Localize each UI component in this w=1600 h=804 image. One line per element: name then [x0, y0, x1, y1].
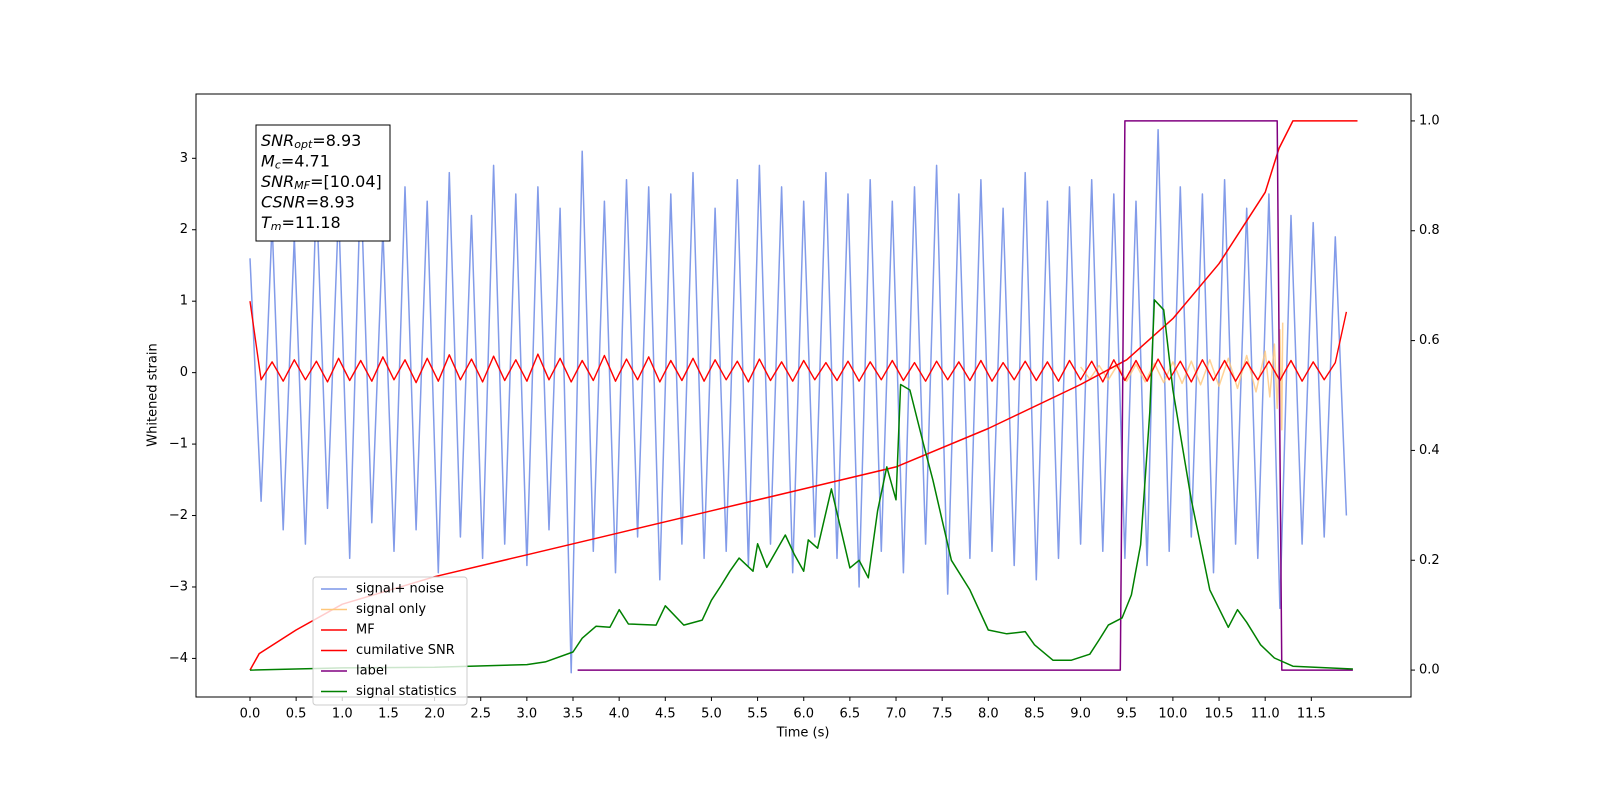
x-tick-label: 7.0 [886, 707, 907, 722]
x-tick-label: 9.5 [1116, 707, 1137, 722]
legend-label: cumilative SNR [356, 643, 455, 658]
annotation-sub: MF [294, 179, 310, 192]
series-line [249, 301, 1348, 384]
annotation-name: CSNR [261, 192, 306, 211]
y-tick-label: 1 [180, 294, 188, 309]
y2-tick-label: 1.0 [1419, 113, 1440, 128]
series-line [577, 120, 1353, 671]
x-tick-label: 1.0 [332, 707, 353, 722]
x-tick-label: 11.0 [1251, 707, 1280, 722]
x-tick-label: 10.5 [1205, 707, 1234, 722]
y-tick-label: −1 [169, 437, 188, 452]
legend-label: signal only [356, 602, 426, 617]
annotation-line: SNRopt=8.93 [261, 131, 361, 152]
x-tick-label: 4.0 [609, 707, 630, 722]
x-tick-label: 8.0 [978, 707, 999, 722]
annotation-name: SNR [261, 131, 294, 150]
x-tick-label: 9.0 [1070, 707, 1091, 722]
annotation-sub: opt [294, 138, 313, 151]
x-tick-label: 6.0 [793, 707, 814, 722]
x-tick-label: 3.0 [517, 707, 538, 722]
y-tick-label: −3 [169, 579, 188, 594]
y2-tick-label: 0.8 [1419, 223, 1440, 238]
y2-tick-label: 0.4 [1419, 443, 1440, 458]
x-tick-label: 5.0 [701, 707, 722, 722]
legend-label: MF [356, 623, 375, 638]
y-axis-label: Whitened strain [146, 343, 161, 446]
x-tick-label: 4.5 [655, 707, 676, 722]
x-tick-label: 8.5 [1024, 707, 1045, 722]
annotation-name: SNR [261, 172, 294, 191]
x-tick-label: 7.5 [932, 707, 953, 722]
x-tick-label: 0.5 [286, 707, 307, 722]
annotation-value: =8.93 [306, 192, 355, 211]
annotation-sub: m [271, 220, 282, 233]
x-tick-label: 11.5 [1297, 707, 1326, 722]
annotation-line: SNRMF=[10.04] [261, 172, 382, 193]
x-tick-label: 0.0 [240, 707, 261, 722]
x-tick-label: 2.0 [424, 707, 445, 722]
annotation-line: CSNR=8.93 [261, 192, 355, 211]
x-tick-label: 1.5 [378, 707, 399, 722]
x-tick-label: 6.5 [840, 707, 861, 722]
annotation-box [255, 124, 391, 242]
series-line [249, 128, 1348, 674]
x-tick-label: 10.0 [1158, 707, 1187, 722]
y2-tick-label: 0.0 [1419, 663, 1440, 678]
y2-tick-label: 0.2 [1419, 553, 1440, 568]
annotation-value: =4.71 [281, 151, 330, 170]
annotation-name: T [261, 213, 272, 232]
legend-label: signal statistics [356, 684, 457, 699]
y-tick-label: −4 [169, 651, 188, 666]
x-tick-label: 2.5 [470, 707, 491, 722]
annotation-value: =8.93 [312, 131, 361, 150]
annotation-sub: c [275, 159, 281, 172]
x-tick-label: 5.5 [747, 707, 768, 722]
annotation-line: Tm=11.18 [261, 213, 341, 234]
y-tick-label: −2 [169, 508, 188, 523]
annotation-line: Mc=4.71 [261, 151, 330, 172]
y-tick-label: 2 [180, 222, 188, 237]
series-line [1080, 322, 1284, 431]
legend-label: signal+ noise [356, 582, 444, 597]
legend-label: label [356, 664, 387, 679]
x-tick-label: 3.5 [563, 707, 584, 722]
y2-tick-label: 0.6 [1419, 333, 1440, 348]
x-axis-label: Time (s) [776, 726, 830, 741]
y-tick-label: 0 [180, 365, 188, 380]
annotation-value: =11.18 [282, 213, 341, 232]
y-tick-label: 3 [180, 151, 188, 166]
annotation-value: =[10.04] [310, 172, 382, 191]
annotation-name: M [261, 151, 275, 170]
legend-box [312, 576, 468, 706]
series-line [249, 299, 1353, 671]
